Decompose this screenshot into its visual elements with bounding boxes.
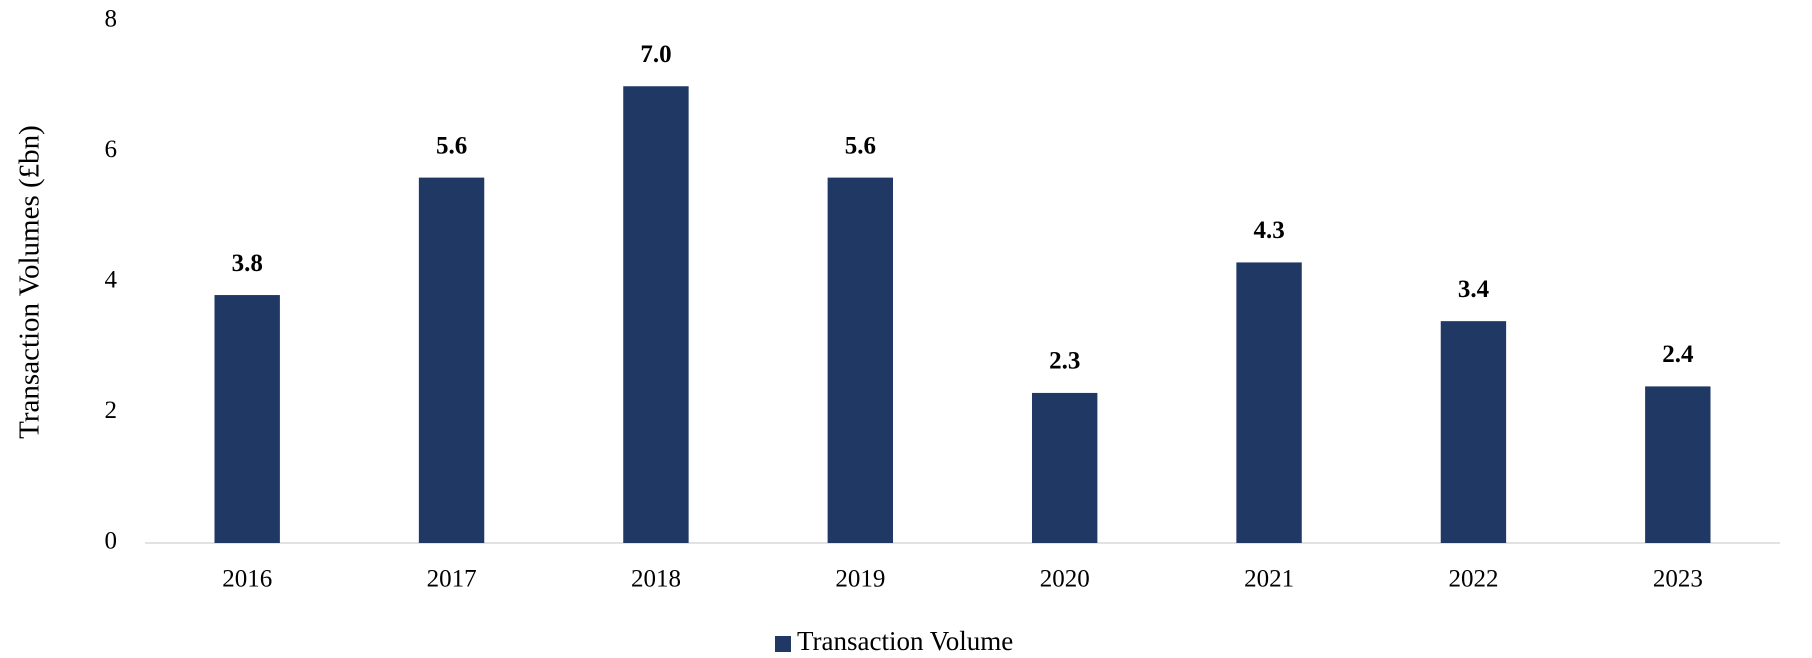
bar <box>1440 321 1507 543</box>
y-axis-title: Transaction Volumes (£bn) <box>14 125 46 439</box>
data-label: 2.4 <box>1662 341 1694 368</box>
y-tick-label: 4 <box>105 267 118 294</box>
x-tick-label: 2016 <box>222 566 272 593</box>
x-tick-label: 2019 <box>835 566 885 593</box>
data-label: 3.4 <box>1458 276 1490 303</box>
x-tick-label: 2021 <box>1244 566 1294 593</box>
data-label: 2.3 <box>1049 348 1080 375</box>
bar <box>1236 262 1302 543</box>
x-tick-label: 2023 <box>1653 566 1703 593</box>
legend-swatch <box>775 636 791 652</box>
x-tick-label: 2022 <box>1448 566 1498 593</box>
x-tick-label: 2020 <box>1040 566 1090 593</box>
data-label: 7.0 <box>640 41 671 68</box>
bar <box>214 295 280 543</box>
x-tick-label: 2018 <box>631 566 681 593</box>
bar <box>418 177 485 543</box>
data-label: 4.3 <box>1253 217 1284 244</box>
bar <box>1645 386 1711 543</box>
data-label: 5.6 <box>845 132 876 159</box>
y-tick-label: 6 <box>105 136 118 163</box>
legend-label: Transaction Volume <box>797 626 1013 656</box>
bar <box>827 177 894 543</box>
y-tick-label: 8 <box>105 6 118 33</box>
x-tick-label: 2017 <box>427 566 477 593</box>
y-tick-label: 2 <box>105 397 118 424</box>
y-tick-label: 0 <box>105 528 118 555</box>
bar <box>623 86 689 543</box>
data-label: 3.8 <box>232 250 263 277</box>
data-label: 5.6 <box>436 132 467 159</box>
bar <box>1031 392 1098 543</box>
